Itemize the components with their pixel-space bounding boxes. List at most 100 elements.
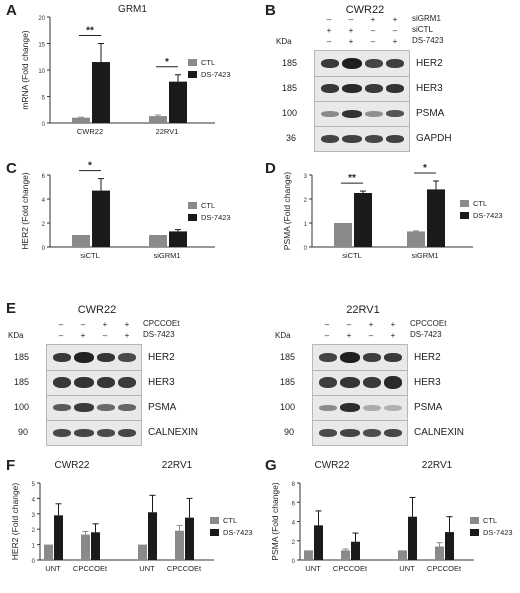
sign: + [346,331,352,340]
mw-marker: 90 [284,427,295,437]
significance-mark: ** [348,173,356,184]
band-label-psma: PSMA [414,402,443,413]
chart-psma-cpccoet: 0 2 4 6 8 PSMA (Fold change) CWR22 22RV1 UNT CPCC… [270,460,513,573]
y-tick-label: 3 [304,174,308,180]
legend-swatch [460,212,469,219]
mw-marker: 185 [282,58,298,68]
kda-label: KDa [276,37,292,46]
panel-label-d: D [265,160,276,177]
y-tick-label: 2 [292,540,296,546]
y-tick-label: 2 [42,222,46,228]
band-label-her3: HER3 [416,83,443,94]
y-tick-label: 10 [38,69,45,75]
sign: + [124,320,130,329]
band-label-her2: HER2 [148,352,175,363]
bar [351,541,360,560]
band-row-psma [313,395,407,421]
x-tick-label: CWR22 [77,127,103,136]
bar [44,544,53,560]
bar [398,550,407,560]
blot-b: CWR22 – – + + + + – – – + – + siGRM1 siC… [270,0,520,158]
band-row-her2 [315,51,409,77]
chart-her2-cpccoet: 0 1 2 3 4 5 HER2 (Fold change) CWR22 22RV1 UNT CPC… [10,460,253,573]
panel-label-g: G [265,457,277,474]
band-row-her3 [315,76,409,102]
sign: – [348,15,354,24]
y-tick-label: 2 [304,198,308,204]
bar [445,532,454,560]
sign: – [370,26,376,35]
panel-label-e: E [6,300,17,317]
band-label-calnexin: CALNEXIN [148,427,199,438]
y-axis-label: mRNA (Fold change) [20,30,30,110]
sign: + [392,15,398,24]
bar [169,81,187,123]
sign: – [326,15,332,24]
band-row-her3 [313,370,407,396]
bar [314,525,323,560]
significance-mark: * [88,161,92,172]
sign: + [102,320,108,329]
group-label: CWR22 [54,460,89,471]
bar [435,546,444,560]
legend-label: DS-7423 [223,528,253,537]
bar [149,116,167,123]
y-tick-label: 2 [32,528,36,534]
mw-marker: 100 [282,108,298,118]
x-tick-label: UNT [45,564,61,573]
blot-b-membrane [314,50,410,152]
legend-swatch [470,529,479,536]
y-tick-label: 6 [42,174,46,180]
sign: – [324,320,330,329]
x-tick-label: CPCCOEt [333,564,368,573]
blot-e-left-title: CWR22 [77,304,117,316]
y-tick-label: 0 [42,246,46,252]
bar [81,534,90,560]
band-label-psma: PSMA [416,108,445,119]
legend-label: DS-7423 [201,213,231,222]
sign: + [392,37,398,46]
panel-label-a: A [6,2,17,19]
band-row-calnexin [313,420,407,445]
sign: + [390,331,396,340]
row-label-sictl: siCTL [412,25,433,34]
x-tick-label: siCTL [342,251,362,260]
bar [91,532,100,560]
y-tick-label: 5 [42,96,46,102]
row-label-cpccoet: CPCCOEt [143,319,180,328]
legend-swatch [210,517,219,524]
legend-swatch [188,59,197,66]
y-tick-label: 0 [304,246,308,252]
legend-swatch [188,214,197,221]
band-label-calnexin: CALNEXIN [414,427,465,438]
bar [334,223,352,247]
band-row-gapdh [315,126,409,151]
row-label-ds7423: DS-7423 [143,330,175,339]
row-label-sigrm1: siGRM1 [412,14,441,23]
sign: + [370,15,376,24]
significance-mark: ** [86,26,94,37]
bar [149,235,167,247]
blot-e-left-membrane [46,344,142,446]
mw-marker: 185 [282,83,298,93]
x-tick-label: UNT [305,564,321,573]
group-label: CWR22 [314,460,349,471]
y-tick-label: 4 [292,521,296,527]
band-row-her3 [47,370,141,396]
x-tick-label: siCTL [80,251,100,260]
legend-label: CTL [201,58,215,67]
group-label: 22RV1 [422,460,453,471]
y-axis-label: HER2 (Fold change) [10,483,20,561]
x-tick-label: siGRM1 [411,251,438,260]
legend-swatch [470,517,479,524]
legend-label: CTL [223,516,237,525]
band-row-calnexin [47,420,141,445]
kda-label: KDa [8,331,24,340]
sign: – [58,331,64,340]
group-label: 22RV1 [162,460,193,471]
row-label-ds7423: DS-7423 [412,36,444,45]
bar [148,512,157,560]
panel-label-f: F [6,457,16,474]
y-tick-label: 1 [32,544,36,550]
sign: + [348,26,354,35]
